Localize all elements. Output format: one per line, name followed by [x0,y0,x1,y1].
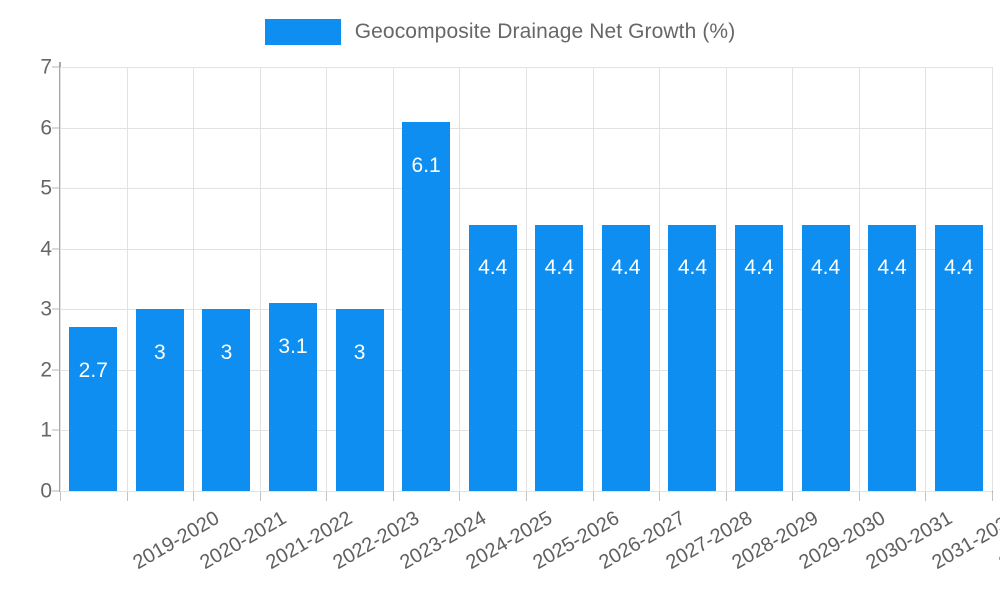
gridline-vertical [925,67,926,491]
y-axis-tick-mark [52,429,59,431]
y-axis-tick-label: 5 [40,176,52,200]
y-axis-tick-mark [52,490,59,492]
y-axis-tick-label: 4 [40,237,52,261]
bar[interactable] [735,224,783,491]
x-axis-tick-mark [259,492,261,501]
x-axis-tick-mark [60,492,61,501]
bar[interactable] [269,303,317,491]
x-axis-tick-mark [659,492,661,501]
plot-area: 2.7 3 3 3.1 3 6.1 4.4 4.4 4.4 4.4 4.4 4.4 4.4 4.4 [60,67,993,492]
gridline-vertical [459,67,460,491]
x-axis-tick-mark [858,492,860,501]
y-axis-tick-mark [52,308,59,310]
x-axis-tick-mark [193,492,195,501]
gridline-vertical [127,67,128,491]
bar[interactable] [135,309,184,491]
bar[interactable] [801,224,850,491]
y-axis-tick-mark [52,187,59,189]
bar[interactable] [668,224,717,491]
gridline-vertical [792,67,793,491]
gridline-vertical [659,67,660,491]
gridline-vertical [859,67,860,491]
bar[interactable] [468,224,517,491]
x-axis-tick-mark [925,492,927,501]
x-axis-tick-mark [392,492,394,501]
y-axis-tick-mark [52,369,59,371]
y-axis-tick-label: 6 [40,116,52,140]
gridline-vertical [326,67,327,491]
gridline-vertical [526,67,527,491]
y-axis-tick-label: 7 [40,55,52,79]
gridline-vertical [593,67,594,491]
gridline-horizontal [60,491,992,492]
bar[interactable] [934,224,983,491]
gridline-vertical [193,67,194,491]
bar[interactable] [601,224,650,491]
y-axis-tick-mark [52,66,59,68]
x-axis-tick-mark [725,492,727,501]
y-axis-tick-label: 2 [40,358,52,382]
bar[interactable] [335,309,384,491]
legend-swatch-series-1[interactable] [264,19,341,45]
bar[interactable] [868,224,917,491]
y-axis-tick-mark [52,248,59,250]
gridline-vertical [60,67,61,491]
gridline-vertical [393,67,394,491]
chart-legend: Geocomposite Drainage Net Growth (%) [0,12,1000,52]
gridline-vertical [726,67,727,491]
bar[interactable] [69,327,118,491]
x-axis-tick-mark [792,492,794,501]
y-axis-tick-label: 0 [40,479,52,503]
gridline-vertical [260,67,261,491]
y-axis-tick-label: 3 [40,297,52,321]
x-axis-tick-mark [459,492,461,501]
legend-label-series-1[interactable]: Geocomposite Drainage Net Growth (%) [354,20,736,43]
x-axis-tick-mark [126,492,128,501]
y-axis-tick-label: 1 [40,418,52,442]
gridline-vertical [992,67,993,491]
y-axis: 0 1 2 3 4 5 6 7 [0,57,59,502]
x-axis-tick-mark [526,492,527,501]
y-axis-tick-mark [52,127,59,129]
bar[interactable] [402,121,451,491]
x-axis-tick-mark [326,492,328,501]
x-axis-tick-mark [592,492,594,501]
bar[interactable] [202,309,251,491]
x-axis-tick-mark [992,492,993,501]
bar[interactable] [535,224,584,491]
